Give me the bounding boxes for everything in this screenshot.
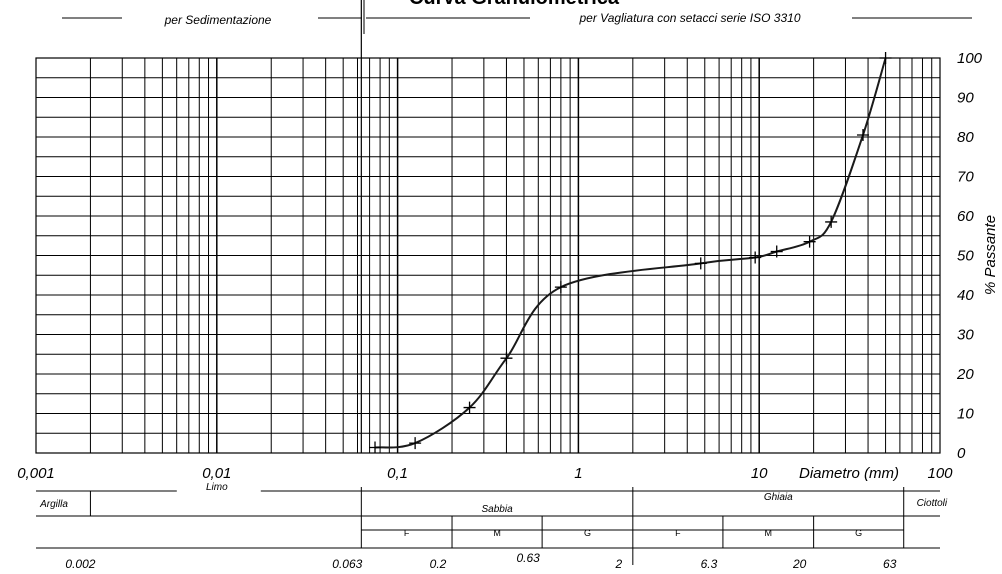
class-label: Limo — [206, 482, 228, 493]
data-point-marker — [463, 401, 476, 414]
y-tick-label: 10 — [957, 406, 974, 423]
y-tick-label: 60 — [957, 208, 974, 225]
sub-class-label: M — [493, 528, 501, 538]
data-point-marker — [369, 441, 382, 454]
y-tick-label: 40 — [957, 287, 974, 304]
boundary-label: 0.2 — [430, 557, 447, 571]
y-axis-ticks: 0 10 20 30 40 50 60 70 80 90 100 — [956, 50, 983, 462]
y-tick-label: 80 — [957, 129, 974, 146]
boundary-label: 0.63 — [516, 551, 540, 565]
sub-class-label: F — [675, 528, 681, 538]
data-point-marker — [770, 245, 783, 258]
data-point-marker — [879, 52, 892, 64]
data-point-marker — [803, 235, 816, 248]
data-point-marker — [856, 129, 869, 142]
data-series — [369, 52, 892, 454]
boundary-label: 2 — [614, 557, 622, 571]
y-tick-label: 30 — [957, 327, 974, 344]
y-tick-label: 20 — [956, 366, 974, 383]
sub-class-label: G — [584, 528, 591, 538]
soil-classification-table: Argilla Limo Sabbia Ghiaia Ciottoli F M G F M G 0.0… — [36, 482, 948, 571]
y-tick-label: 70 — [957, 169, 974, 186]
y-axis-label: % Passante — [982, 215, 999, 295]
y-tick-label: 0 — [957, 445, 966, 462]
sub-class-label: F — [404, 528, 410, 538]
x-tick-label: 0,001 — [17, 465, 55, 482]
class-label: Ghiaia — [764, 492, 793, 503]
x-tick-label: 0,1 — [387, 465, 408, 482]
data-point-marker — [694, 257, 707, 270]
sub-class-label: G — [855, 528, 862, 538]
y-tick-label: 100 — [957, 50, 983, 67]
chart-title: Curva Granulometrica — [409, 0, 620, 9]
data-point-marker — [554, 281, 567, 294]
boundary-label: 0.002 — [65, 557, 95, 571]
class-label: Argilla — [39, 499, 68, 510]
chart-header: Curva Granulometrica per Sedimentazione … — [62, 0, 972, 34]
boundary-label: 20 — [792, 557, 807, 571]
boundary-label: 6.3 — [701, 557, 718, 571]
sub-class-label: M — [765, 528, 773, 538]
header-right-label: per Vagliatura con setacci serie ISO 331… — [578, 11, 800, 25]
x-axis-label: Diametro (mm) — [799, 465, 899, 482]
boundary-label: 63 — [883, 557, 897, 571]
boundary-label: 0.063 — [332, 557, 362, 571]
x-tick-label: 100 — [927, 465, 953, 482]
x-axis-ticks: 0,001 0,01 0,1 1 10 100 — [17, 465, 953, 482]
plot-frame — [35, 0, 941, 454]
data-point-marker — [500, 352, 513, 365]
data-point-marker — [825, 215, 838, 228]
class-label: Ciottoli — [917, 498, 948, 509]
data-point-marker — [409, 437, 422, 450]
x-tick-label: 10 — [751, 465, 768, 482]
grid — [36, 58, 940, 453]
y-tick-label: 90 — [957, 90, 974, 107]
y-tick-label: 50 — [957, 248, 974, 265]
class-label: Sabbia — [482, 504, 514, 515]
header-left-label: per Sedimentazione — [164, 13, 272, 27]
x-tick-label: 0,01 — [202, 465, 231, 482]
plot-border — [35, 57, 941, 454]
x-tick-label: 1 — [574, 465, 582, 482]
data-point-marker — [749, 251, 762, 264]
